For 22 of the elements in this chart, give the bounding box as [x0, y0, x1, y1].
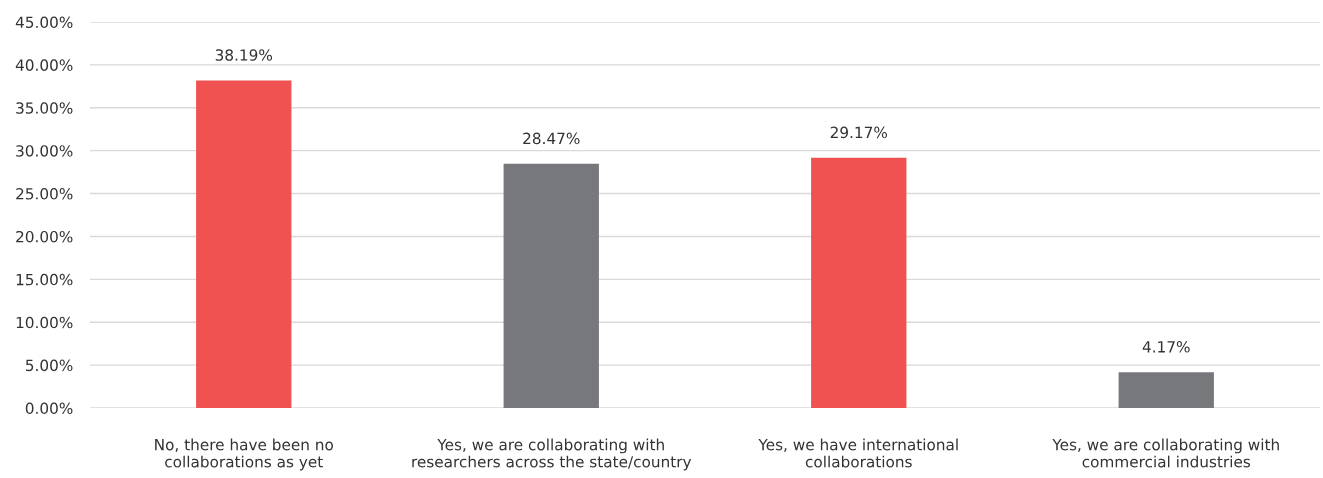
- data-label: 28.47%: [523, 132, 580, 145]
- data-label: 29.17%: [830, 126, 888, 139]
- bar: [196, 80, 292, 408]
- y-tick-label: 5.00%: [25, 359, 73, 372]
- x-tick-label: Yes, we are collaborating with researchers across the state/country: [412, 438, 692, 471]
- x-tick-label: No, there have been no collaborations as yet: [155, 438, 333, 471]
- y-tick-label: 40.00%: [15, 59, 73, 71]
- bar: [503, 163, 599, 408]
- data-label: 38.19%: [215, 49, 273, 61]
- bar: [1118, 372, 1214, 408]
- y-tick-label: 30.00%: [16, 145, 73, 157]
- y-tick-label: 15.00%: [16, 273, 73, 286]
- y-tick-label: 20.00%: [16, 230, 73, 243]
- bar: [811, 157, 907, 408]
- x-tick-label: Yes, we are collaborating with commercial industries: [1052, 438, 1279, 468]
- data-label: 4.17%: [1142, 341, 1190, 353]
- y-tick-label: 35.00%: [16, 102, 73, 114]
- y-tick-label: 25.00%: [16, 188, 73, 200]
- x-tick-label: Yes, we have international collaborations: [758, 438, 958, 468]
- y-tick-label: 0.00%: [25, 402, 73, 415]
- y-tick-label: 45.00%: [15, 16, 73, 29]
- y-tick-label: 10.00%: [16, 316, 73, 329]
